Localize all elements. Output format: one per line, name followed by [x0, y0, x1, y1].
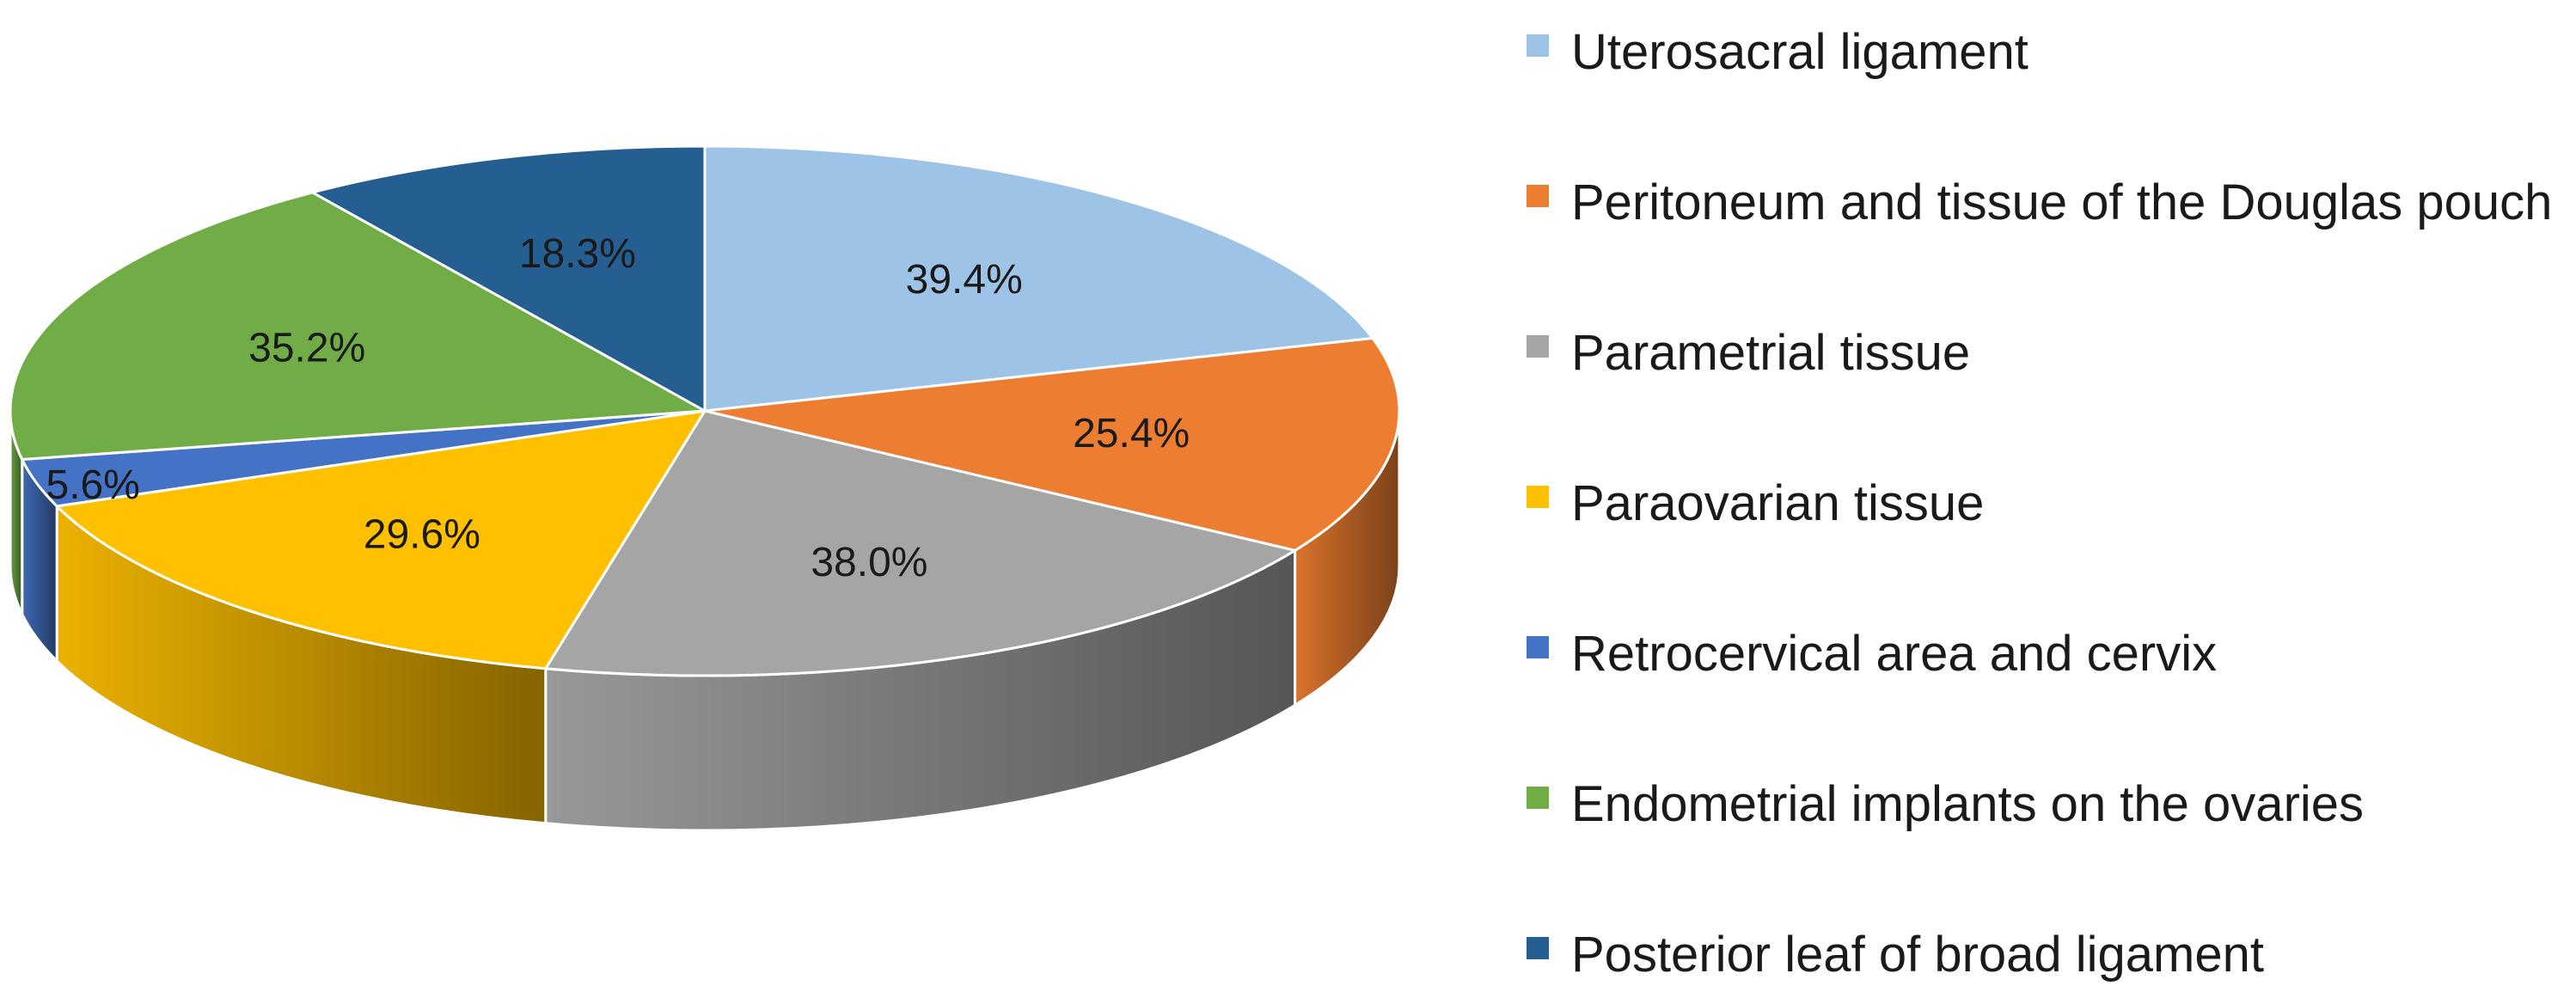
- legend-swatch: [1527, 486, 1549, 508]
- pie-slice: [9, 191, 707, 462]
- pie-slices: [9, 144, 1401, 677]
- legend-label: Posterior leaf of broad ligament: [1571, 927, 2264, 983]
- data-label: 5.6%: [46, 462, 140, 508]
- data-label: 18.3%: [519, 231, 636, 277]
- legend-label: Retrocervical area and cervix: [1571, 626, 2218, 682]
- data-label: 25.4%: [1073, 411, 1190, 456]
- data-label: 35.2%: [248, 325, 365, 370]
- legend-item-uterosacral-ligament: Uterosacral ligament: [1527, 15, 2568, 89]
- legend-label: Uterosacral ligament: [1571, 24, 2028, 80]
- legend-label: Parametrial tissue: [1571, 325, 1971, 381]
- legend-label: Peritoneum and tissue of the Douglas pou…: [1571, 174, 2553, 230]
- legend-swatch: [1527, 636, 1549, 658]
- pie-chart-svg: 39.4% 25.4% 38.0% 29.6% 5.6% 35.2% 18.3%: [9, 144, 1401, 832]
- pie-data-labels: 39.4% 25.4% 38.0% 29.6% 5.6% 35.2% 18.3%: [46, 231, 1190, 585]
- pie-slice: [544, 409, 1297, 677]
- legend-swatch: [1527, 937, 1549, 959]
- pie-side-walls: [9, 410, 1401, 832]
- legend-item-endometrial-implants-ovaries: Endometrial implants on the ovaries: [1527, 768, 2568, 842]
- legend-swatch: [1527, 185, 1549, 207]
- pie-slice: [703, 336, 1401, 552]
- data-label: 29.6%: [364, 511, 480, 557]
- pie-chart: 39.4% 25.4% 38.0% 29.6% 5.6% 35.2% 18.3%: [9, 144, 1401, 832]
- data-label: 38.0%: [811, 540, 927, 585]
- legend-item-retrocervical-area-cervix: Retrocervical area and cervix: [1527, 617, 2568, 691]
- pie-slice: [310, 144, 707, 413]
- legend-swatch: [1527, 787, 1549, 809]
- legend-item-peritoneum-douglas-pouch: Peritoneum and tissue of the Douglas pou…: [1527, 166, 2568, 240]
- data-label: 39.4%: [906, 257, 1023, 303]
- legend-swatch: [1527, 335, 1549, 358]
- pie-slice: [55, 409, 707, 670]
- legend-label: Paraovarian tissue: [1571, 475, 1985, 531]
- legend-item-posterior-leaf-broad-ligament: Posterior leaf of broad ligament: [1527, 918, 2568, 992]
- legend-item-parametrial-tissue: Parametrial tissue: [1527, 316, 2568, 390]
- legend-swatch: [1527, 34, 1549, 57]
- legend-label: Endometrial implants on the ovaries: [1571, 776, 2365, 832]
- pie-slice: [703, 144, 1374, 413]
- legend-item-paraovarian-tissue: Paraovarian tissue: [1527, 467, 2568, 541]
